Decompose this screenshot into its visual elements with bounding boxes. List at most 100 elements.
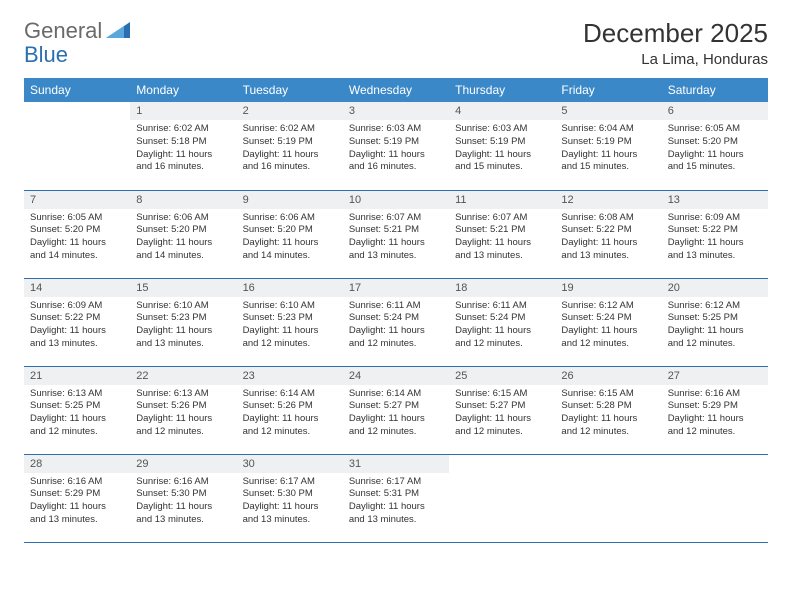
sunset-text: Sunset: 5:23 PM (136, 312, 230, 325)
sunset-text: Sunset: 5:19 PM (243, 136, 337, 149)
daylight-text: Daylight: 11 hours and 16 minutes. (243, 149, 337, 175)
calendar-day-cell: 7Sunrise: 6:05 AMSunset: 5:20 PMDaylight… (24, 190, 130, 278)
sunset-text: Sunset: 5:30 PM (243, 488, 337, 501)
day-number: 17 (343, 279, 449, 297)
logo-text-general: General (24, 18, 102, 44)
sunrise-text: Sunrise: 6:14 AM (243, 388, 337, 401)
day-number: 10 (343, 191, 449, 209)
day-number: 28 (24, 455, 130, 473)
calendar-day-cell: 1Sunrise: 6:02 AMSunset: 5:18 PMDaylight… (130, 102, 236, 190)
logo: General (24, 18, 132, 44)
sunrise-text: Sunrise: 6:15 AM (455, 388, 549, 401)
logo-triangle-icon (106, 20, 130, 43)
sunset-text: Sunset: 5:24 PM (455, 312, 549, 325)
weekday-header: Saturday (662, 78, 768, 102)
calendar-day-cell: 4Sunrise: 6:03 AMSunset: 5:19 PMDaylight… (449, 102, 555, 190)
daylight-text: Daylight: 11 hours and 12 minutes. (561, 413, 655, 439)
calendar-day-cell: 2Sunrise: 6:02 AMSunset: 5:19 PMDaylight… (237, 102, 343, 190)
calendar-day-cell: 9Sunrise: 6:06 AMSunset: 5:20 PMDaylight… (237, 190, 343, 278)
calendar-day-cell: 13Sunrise: 6:09 AMSunset: 5:22 PMDayligh… (662, 190, 768, 278)
day-number: 2 (237, 102, 343, 120)
sunset-text: Sunset: 5:25 PM (30, 400, 124, 413)
sunset-text: Sunset: 5:31 PM (349, 488, 443, 501)
day-number: 6 (662, 102, 768, 120)
calendar-day-cell (24, 102, 130, 190)
calendar-day-cell: 20Sunrise: 6:12 AMSunset: 5:25 PMDayligh… (662, 278, 768, 366)
sunset-text: Sunset: 5:21 PM (349, 224, 443, 237)
weekday-header: Thursday (449, 78, 555, 102)
sunset-text: Sunset: 5:24 PM (349, 312, 443, 325)
day-details: Sunrise: 6:12 AMSunset: 5:25 PMDaylight:… (662, 297, 768, 356)
day-details: Sunrise: 6:05 AMSunset: 5:20 PMDaylight:… (662, 120, 768, 179)
sunset-text: Sunset: 5:19 PM (349, 136, 443, 149)
day-number: 29 (130, 455, 236, 473)
day-details: Sunrise: 6:05 AMSunset: 5:20 PMDaylight:… (24, 209, 130, 268)
day-details: Sunrise: 6:17 AMSunset: 5:31 PMDaylight:… (343, 473, 449, 532)
day-details: Sunrise: 6:02 AMSunset: 5:19 PMDaylight:… (237, 120, 343, 179)
day-details: Sunrise: 6:10 AMSunset: 5:23 PMDaylight:… (130, 297, 236, 356)
day-details: Sunrise: 6:07 AMSunset: 5:21 PMDaylight:… (343, 209, 449, 268)
day-details: Sunrise: 6:02 AMSunset: 5:18 PMDaylight:… (130, 120, 236, 179)
calendar-day-cell: 30Sunrise: 6:17 AMSunset: 5:30 PMDayligh… (237, 454, 343, 542)
sunrise-text: Sunrise: 6:02 AM (136, 123, 230, 136)
sunset-text: Sunset: 5:22 PM (668, 224, 762, 237)
sunset-text: Sunset: 5:26 PM (136, 400, 230, 413)
sunrise-text: Sunrise: 6:11 AM (349, 300, 443, 313)
day-number: 14 (24, 279, 130, 297)
sunset-text: Sunset: 5:28 PM (561, 400, 655, 413)
day-number: 20 (662, 279, 768, 297)
day-details: Sunrise: 6:03 AMSunset: 5:19 PMDaylight:… (343, 120, 449, 179)
logo-text-blue: Blue (24, 42, 68, 67)
calendar-day-cell (662, 454, 768, 542)
calendar-day-cell: 8Sunrise: 6:06 AMSunset: 5:20 PMDaylight… (130, 190, 236, 278)
sunset-text: Sunset: 5:23 PM (243, 312, 337, 325)
day-number: 22 (130, 367, 236, 385)
day-details: Sunrise: 6:11 AMSunset: 5:24 PMDaylight:… (343, 297, 449, 356)
day-details: Sunrise: 6:14 AMSunset: 5:26 PMDaylight:… (237, 385, 343, 444)
day-details: Sunrise: 6:06 AMSunset: 5:20 PMDaylight:… (130, 209, 236, 268)
calendar-day-cell: 21Sunrise: 6:13 AMSunset: 5:25 PMDayligh… (24, 366, 130, 454)
daylight-text: Daylight: 11 hours and 13 minutes. (561, 237, 655, 263)
sunset-text: Sunset: 5:30 PM (136, 488, 230, 501)
weekday-header-row: Sunday Monday Tuesday Wednesday Thursday… (24, 78, 768, 102)
day-number: 1 (130, 102, 236, 120)
sunrise-text: Sunrise: 6:11 AM (455, 300, 549, 313)
daylight-text: Daylight: 11 hours and 12 minutes. (561, 325, 655, 351)
day-number: 8 (130, 191, 236, 209)
day-number: 15 (130, 279, 236, 297)
sunrise-text: Sunrise: 6:02 AM (243, 123, 337, 136)
daylight-text: Daylight: 11 hours and 13 minutes. (243, 501, 337, 527)
sunset-text: Sunset: 5:18 PM (136, 136, 230, 149)
day-number: 5 (555, 102, 661, 120)
calendar-day-cell: 14Sunrise: 6:09 AMSunset: 5:22 PMDayligh… (24, 278, 130, 366)
day-number: 27 (662, 367, 768, 385)
day-details: Sunrise: 6:12 AMSunset: 5:24 PMDaylight:… (555, 297, 661, 356)
sunset-text: Sunset: 5:22 PM (30, 312, 124, 325)
sunset-text: Sunset: 5:20 PM (668, 136, 762, 149)
daylight-text: Daylight: 11 hours and 13 minutes. (136, 325, 230, 351)
sunrise-text: Sunrise: 6:12 AM (561, 300, 655, 313)
daylight-text: Daylight: 11 hours and 13 minutes. (455, 237, 549, 263)
daylight-text: Daylight: 11 hours and 14 minutes. (243, 237, 337, 263)
daylight-text: Daylight: 11 hours and 12 minutes. (668, 413, 762, 439)
daylight-text: Daylight: 11 hours and 16 minutes. (136, 149, 230, 175)
sunset-text: Sunset: 5:20 PM (243, 224, 337, 237)
calendar-week-row: 1Sunrise: 6:02 AMSunset: 5:18 PMDaylight… (24, 102, 768, 190)
day-number: 24 (343, 367, 449, 385)
day-number: 19 (555, 279, 661, 297)
sunrise-text: Sunrise: 6:10 AM (243, 300, 337, 313)
weekday-header: Sunday (24, 78, 130, 102)
day-number (555, 455, 661, 461)
calendar-day-cell: 19Sunrise: 6:12 AMSunset: 5:24 PMDayligh… (555, 278, 661, 366)
day-details: Sunrise: 6:04 AMSunset: 5:19 PMDaylight:… (555, 120, 661, 179)
day-number: 21 (24, 367, 130, 385)
calendar-day-cell: 25Sunrise: 6:15 AMSunset: 5:27 PMDayligh… (449, 366, 555, 454)
sunrise-text: Sunrise: 6:15 AM (561, 388, 655, 401)
day-details: Sunrise: 6:15 AMSunset: 5:27 PMDaylight:… (449, 385, 555, 444)
calendar-week-row: 28Sunrise: 6:16 AMSunset: 5:29 PMDayligh… (24, 454, 768, 542)
weekday-header: Friday (555, 78, 661, 102)
sunrise-text: Sunrise: 6:04 AM (561, 123, 655, 136)
day-details: Sunrise: 6:11 AMSunset: 5:24 PMDaylight:… (449, 297, 555, 356)
sunrise-text: Sunrise: 6:14 AM (349, 388, 443, 401)
day-number: 7 (24, 191, 130, 209)
